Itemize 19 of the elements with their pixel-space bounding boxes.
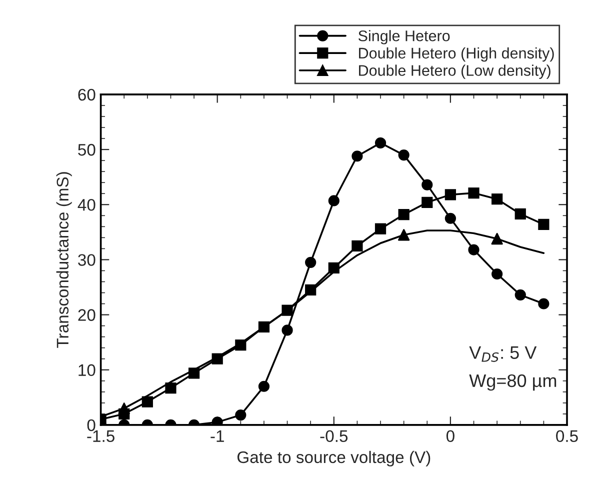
y-axis-title: Transconductance (mS) <box>56 172 72 348</box>
y-tick-label: 20 <box>78 309 96 321</box>
legend-label: Single Hetero <box>358 30 450 44</box>
y-tick-label: 50 <box>78 144 96 156</box>
x-tick-label: -0.5 <box>320 430 348 442</box>
x-tick-label: 0.5 <box>556 430 578 442</box>
y-tick-label: 10 <box>78 364 96 376</box>
annotation: V$_{DS}$: 5 V <box>469 346 537 362</box>
x-axis-title: Gate to source voltage (V) <box>237 450 430 466</box>
x-tick-label: 0 <box>446 430 454 442</box>
x-tick-label: -1 <box>210 430 224 442</box>
legend-label: Double Hetero (High density) <box>359 47 554 62</box>
x-tick-label: -1.5 <box>87 430 114 442</box>
annotation: Wg=80 µm <box>469 374 556 391</box>
y-tick-label: 60 <box>78 88 96 101</box>
legend-label: Double Hetero (Low density) <box>359 64 550 79</box>
y-tick-label: 30 <box>78 254 96 266</box>
y-tick-label: 0 <box>87 419 96 432</box>
y-tick-label: 40 <box>78 199 96 211</box>
